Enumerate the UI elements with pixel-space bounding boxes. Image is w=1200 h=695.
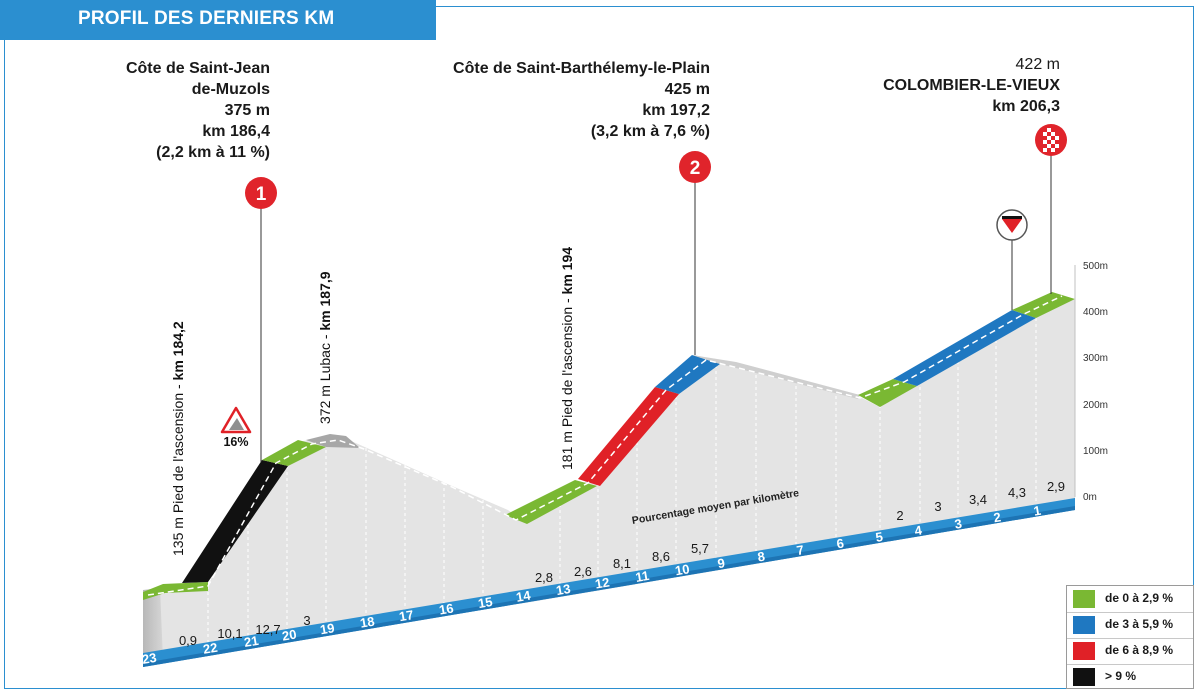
y-tick: 0m <box>1083 492 1097 503</box>
segment-green <box>143 582 208 600</box>
gradient-value: 5,7 <box>691 541 709 556</box>
climb-2-caption: Côte de Saint-Barthélemy-le-Plain 425 m … <box>360 58 710 142</box>
gradient-value: 2,6 <box>574 564 592 579</box>
km-label: 15 <box>477 594 494 611</box>
gradient-value: 8,6 <box>652 549 670 564</box>
y-tick: 100m <box>1083 446 1108 457</box>
km-label: 22 <box>202 640 219 657</box>
km-label: 19 <box>319 620 336 637</box>
finish-km: km 206,3 <box>992 98 1060 115</box>
page-title: PROFIL DES DERNIERS KM <box>78 8 335 29</box>
frame <box>4 6 1194 689</box>
gradient-value: 3 <box>934 499 941 514</box>
climb-1-detail: (2,2 km à 11 %) <box>156 144 270 161</box>
gradient-labels: 0,9 10,1 12,7 3 2,8 2,6 8,1 8,6 5,7 2 3 3,4 4,3 2,9 <box>179 479 1065 648</box>
legend-swatch <box>1073 590 1095 608</box>
lubac-label: 372 m Lubac - km 187,9 <box>317 271 333 424</box>
legend: de 0 à 2,9 % de 3 à 5,9 % de 6 à 8,9 % >… <box>1066 585 1194 689</box>
climb-marker-label: 1 <box>256 184 267 205</box>
legend-label: de 6 à 8,9 % <box>1105 643 1174 657</box>
climb-2-km: km 197,2 <box>642 102 710 119</box>
km-label: 1 <box>1032 503 1042 519</box>
km-label: 10 <box>674 561 691 578</box>
climb-1-name-line1: Côte de Saint-Jean <box>125 60 270 77</box>
km-label: 14 <box>515 587 532 604</box>
flamme-rouge-icon <box>996 209 1028 241</box>
gradient-value: 0,9 <box>179 633 197 648</box>
gradient-value: 10,1 <box>217 626 242 641</box>
y-tick: 500m <box>1083 261 1108 272</box>
y-tick: 200m <box>1083 400 1108 411</box>
km-label: 12 <box>594 574 611 591</box>
km-label: 11 <box>634 568 650 585</box>
km-label: 6 <box>835 535 845 551</box>
km-label: 21 <box>243 633 260 650</box>
y-tick: 300m <box>1083 353 1108 364</box>
km-label: 2 <box>992 509 1002 525</box>
title-bar: PROFIL DES DERNIERS KM <box>0 0 436 40</box>
route-center-dash <box>147 295 1063 596</box>
y-axis: 500m 400m 300m 200m 100m 0m <box>1074 261 1108 503</box>
km-label: 3 <box>953 516 963 532</box>
finish-name: COLOMBIER-LE-VIEUX <box>883 77 1060 94</box>
climb-2-name: Côte de Saint-Barthélemy-le-Plain <box>453 60 710 77</box>
segment-green <box>858 379 917 407</box>
climb-1-name-line2: de-Muzols <box>191 81 270 98</box>
legend-label: de 3 à 5,9 % <box>1105 617 1174 631</box>
km-label: 4 <box>913 522 923 538</box>
km-label: 8 <box>756 549 766 565</box>
finish-caption: 422 m COLOMBIER-LE-VIEUX km 206,3 <box>800 54 1060 117</box>
foot-climb2-label: 181 mPied de l'ascension - km 194 <box>559 247 575 470</box>
climb-2-altitude: 425 m <box>664 81 710 98</box>
km-label: 9 <box>716 555 726 571</box>
legend-item: de 6 à 8,9 % <box>1073 640 1191 662</box>
legend-label: > 9 % <box>1105 669 1137 683</box>
finish-altitude: 422 m <box>1015 56 1060 73</box>
km-grid <box>207 306 1037 652</box>
legend-swatch <box>1073 668 1095 686</box>
km-label: 13 <box>555 581 572 598</box>
y-tick: 400m <box>1083 307 1108 318</box>
gradient-value: 2 <box>896 508 903 523</box>
climb-2-detail: (3,2 km à 7,6 %) <box>590 123 710 140</box>
km-label: 17 <box>398 607 415 624</box>
legend-item: de 3 à 5,9 % <box>1073 614 1191 636</box>
legend-swatch <box>1073 642 1095 660</box>
km-label: 7 <box>795 542 805 558</box>
gradient-value: 4,3 <box>1008 485 1026 500</box>
km-label: 20 <box>281 627 298 644</box>
route-ribbon <box>143 292 1075 600</box>
profile-side <box>143 588 163 660</box>
km-label: 18 <box>359 614 376 631</box>
segment-black <box>182 460 288 583</box>
km-label: 5 <box>874 529 884 545</box>
marker-lines <box>260 155 1052 462</box>
legend-item: > 9 % <box>1073 666 1191 688</box>
gradient-value: 3,4 <box>969 492 987 507</box>
legend-item: de 0 à 2,9 % <box>1073 588 1191 610</box>
km-label: 23 <box>141 650 158 667</box>
foot-climb1-label: 135 mPied de l'ascension - km 184,2 <box>170 321 186 556</box>
gradient-value: 2,8 <box>535 570 553 585</box>
gradient-value: 2,9 <box>1047 479 1065 494</box>
legend-swatch <box>1073 616 1095 634</box>
climb-1-altitude: 375 m <box>224 102 270 119</box>
climb-marker-1: 1 <box>245 177 277 209</box>
steep-warning-icon: 16% <box>220 406 252 449</box>
segment-red <box>578 387 679 486</box>
finish-flag-icon <box>1035 124 1067 156</box>
climb-1-km: km 186,4 <box>202 123 270 140</box>
gradient-value: 3 <box>303 613 310 628</box>
steep-badge: 16% <box>223 435 248 449</box>
distance-band-shade <box>143 506 1075 667</box>
gradient-value: 12,7 <box>255 622 280 637</box>
climb-marker-2: 2 <box>679 151 711 183</box>
gradient-value: 8,1 <box>613 556 631 571</box>
climb-marker-label: 2 <box>690 158 701 179</box>
climb-1-caption: Côte de Saint-Jean de-Muzols 375 m km 18… <box>60 58 270 163</box>
legend-label: de 0 à 2,9 % <box>1105 591 1174 605</box>
km-label: 16 <box>438 600 455 617</box>
